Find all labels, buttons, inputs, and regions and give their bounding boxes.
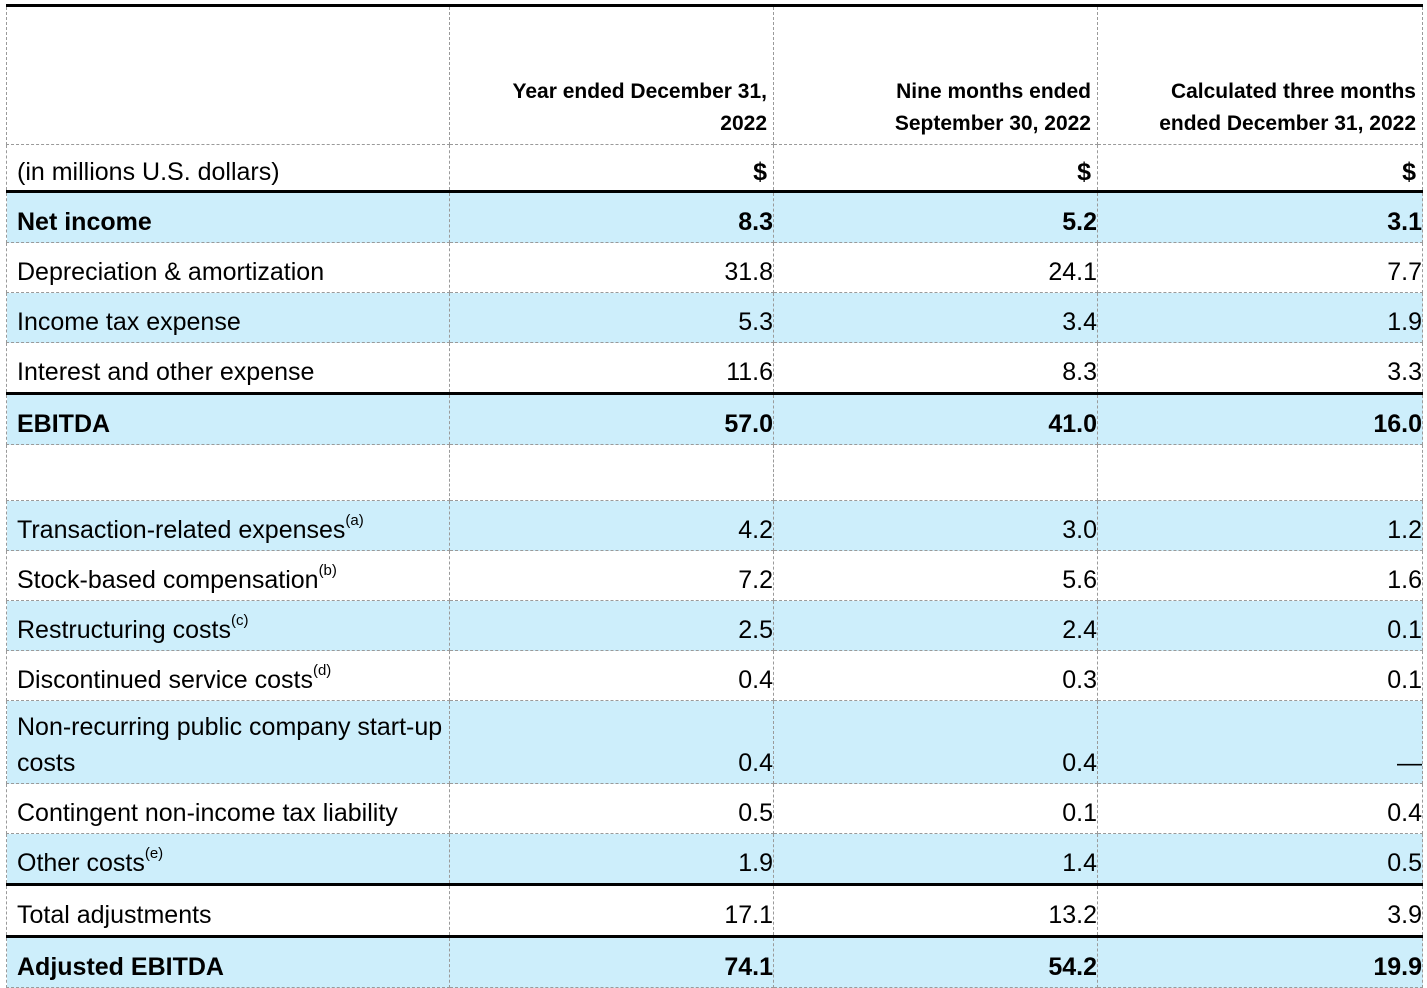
row-label: Depreciation & amortization (6, 242, 450, 293)
value-nine-months: 5.6 (773, 550, 1098, 601)
value-year: 2.5 (449, 600, 774, 651)
value-three-months: 3.3 (1097, 342, 1423, 394)
value-nine-months: 5.2 (773, 190, 1098, 243)
row-label: Restructuring costs(c) (6, 600, 450, 651)
table-row: Contingent non-income tax liability 0.5 … (6, 783, 1423, 834)
header-nine-months: Nine months ended September 30, 2022 (773, 5, 1098, 145)
row-label: Interest and other expense (6, 342, 450, 394)
value-nine-months: 0.1 (773, 783, 1098, 834)
value-three-months: 3.9 (1097, 883, 1423, 937)
row-label: Contingent non-income tax liability (6, 783, 450, 834)
value-year: 4.2 (449, 500, 774, 551)
value-nine-months: 0.3 (773, 650, 1098, 701)
value-nine-months: 54.2 (773, 935, 1098, 988)
value-three-months: 1.2 (1097, 500, 1423, 551)
table-row: Depreciation & amortization 31.8 24.1 7.… (6, 242, 1423, 293)
value-three-months: 7.7 (1097, 242, 1423, 293)
table-row: Other costs(e) 1.9 1.4 0.5 (6, 833, 1423, 885)
value-year: 8.3 (449, 190, 774, 243)
footnote-marker: (e) (144, 844, 164, 862)
value-nine-months: 3.4 (773, 292, 1098, 343)
units-label: (in millions U.S. dollars) (6, 144, 450, 192)
value-nine-months: 13.2 (773, 883, 1098, 937)
spacer-row (6, 444, 1423, 501)
row-label: Adjusted EBITDA (6, 935, 450, 988)
table-row: Net income 8.3 5.2 3.1 (6, 190, 1423, 243)
table-row: Income tax expense 5.3 3.4 1.9 (6, 292, 1423, 343)
value-year: 7.2 (449, 550, 774, 601)
footnote-marker: (c) (230, 611, 249, 629)
units-currency: $ (773, 144, 1098, 192)
table-row: Restructuring costs(c) 2.5 2.4 0.1 (6, 600, 1423, 651)
header-empty-cell (6, 5, 450, 145)
row-label: Income tax expense (6, 292, 450, 343)
table-row: Discontinued service costs(d) 0.4 0.3 0.… (6, 650, 1423, 701)
value-nine-months: 41.0 (773, 392, 1098, 445)
row-label: Transaction-related expenses(a) (6, 500, 450, 551)
value-year: 11.6 (449, 342, 774, 394)
table-row: Adjusted EBITDA 74.1 54.2 19.9 (6, 935, 1423, 988)
value-year: 5.3 (449, 292, 774, 343)
value-three-months: 1.6 (1097, 550, 1423, 601)
footnote-marker: (b) (318, 561, 337, 579)
value-three-months: 3.1 (1097, 190, 1423, 243)
value-year: 57.0 (449, 392, 774, 445)
table-row: Stock-based compensation(b) 7.2 5.6 1.6 (6, 550, 1423, 601)
row-label: Non-recurring public company start-up co… (6, 700, 450, 784)
value-three-months: 0.1 (1097, 650, 1423, 701)
value-nine-months: 0.4 (773, 700, 1098, 784)
row-label: Net income (6, 190, 450, 243)
row-label: Other costs(e) (6, 833, 450, 885)
row-label: Total adjustments (6, 883, 450, 937)
value-year: 17.1 (449, 883, 774, 937)
value-three-months: 0.5 (1097, 833, 1423, 885)
table-row: Transaction-related expenses(a) 4.2 3.0 … (6, 500, 1423, 551)
ebitda-reconciliation: Year ended December 31, 2022 Nine months… (6, 4, 1423, 988)
value-year: 0.4 (449, 700, 774, 784)
row-label: EBITDA (6, 392, 450, 445)
units-row: (in millions U.S. dollars) $ $ $ (6, 144, 1423, 192)
footnote-marker: (d) (312, 661, 332, 679)
value-nine-months: 24.1 (773, 242, 1098, 293)
table-row: EBITDA 57.0 41.0 16.0 (6, 392, 1423, 445)
value-nine-months: 1.4 (773, 833, 1098, 885)
value-nine-months: 8.3 (773, 342, 1098, 394)
value-three-months: — (1097, 700, 1423, 784)
table-row: Interest and other expense 11.6 8.3 3.3 (6, 342, 1423, 394)
value-year: 0.5 (449, 783, 774, 834)
header-year-ended: Year ended December 31, 2022 (449, 5, 774, 145)
value-three-months: 16.0 (1097, 392, 1423, 445)
value-three-months: 0.4 (1097, 783, 1423, 834)
value-three-months: 19.9 (1097, 935, 1423, 988)
row-label: Discontinued service costs(d) (6, 650, 450, 701)
table-row: Total adjustments 17.1 13.2 3.9 (6, 883, 1423, 937)
units-currency: $ (1097, 144, 1423, 192)
value-year: 31.8 (449, 242, 774, 293)
header-three-months: Calculated three months ended December 3… (1097, 5, 1423, 145)
value-year: 1.9 (449, 833, 774, 885)
value-nine-months: 3.0 (773, 500, 1098, 551)
value-year: 0.4 (449, 650, 774, 701)
value-three-months: 1.9 (1097, 292, 1423, 343)
table-row: Non-recurring public company start-up co… (6, 700, 1423, 784)
value-year: 74.1 (449, 935, 774, 988)
footnote-marker: (a) (345, 511, 364, 529)
header-row: Year ended December 31, 2022 Nine months… (6, 5, 1423, 145)
units-currency: $ (449, 144, 774, 192)
row-label: Stock-based compensation(b) (6, 550, 450, 601)
ebitda-table: Year ended December 31, 2022 Nine months… (6, 4, 1423, 988)
value-nine-months: 2.4 (773, 600, 1098, 651)
value-three-months: 0.1 (1097, 600, 1423, 651)
